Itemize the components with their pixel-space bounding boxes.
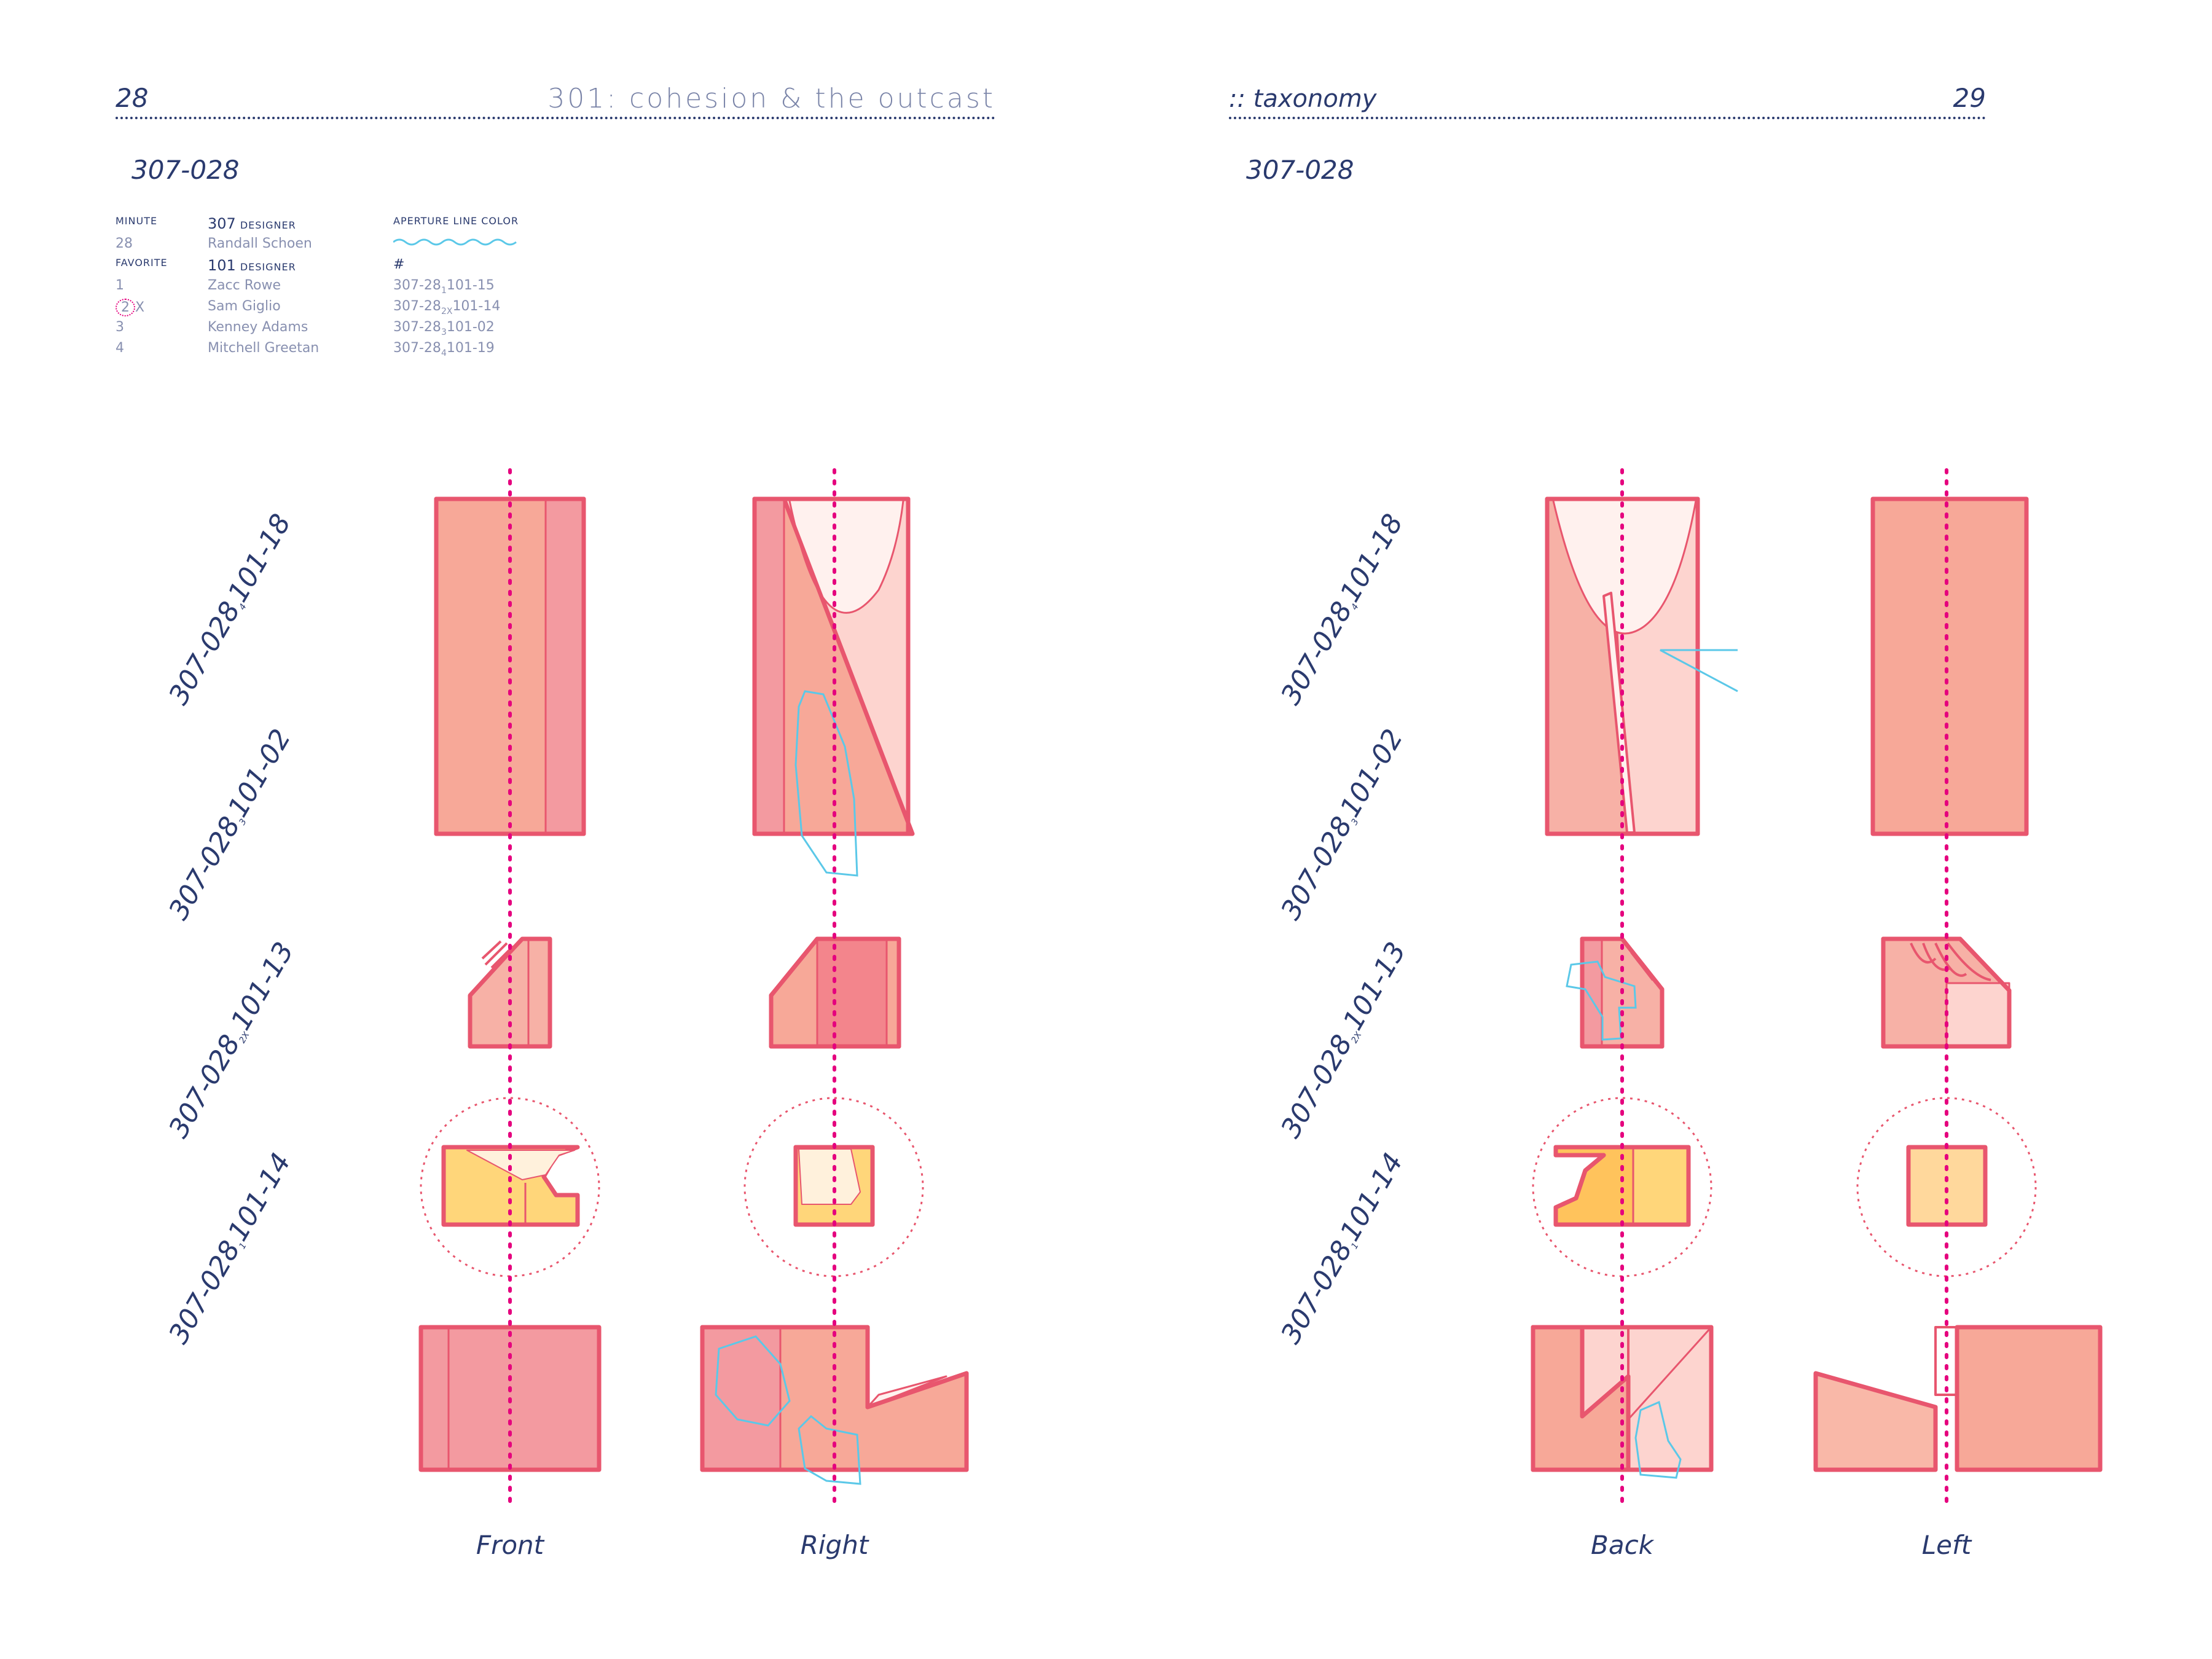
right-top-block [752, 496, 915, 836]
right-elevations [1531, 468, 2103, 1504]
minute-value: 28 [116, 236, 133, 251]
hash-label: # [393, 257, 405, 272]
section-title: :: taxonomy [1229, 85, 1377, 113]
aperture-swatch [393, 236, 522, 252]
designer-name: Zacc Rowe [208, 278, 281, 293]
row-number: 1 [116, 278, 124, 293]
favorite-mark: X [135, 300, 145, 315]
designer307-label: designer [240, 219, 296, 231]
pair-code: 307-281101-15 [393, 278, 495, 296]
row-number: 4 [116, 340, 124, 356]
pair-code: 307-282X101-14 [393, 299, 501, 316]
left-header: 28 301: cohesion & the outcast [116, 80, 995, 119]
view-label-front: Front [476, 1530, 544, 1560]
designer-name: Mitchell Greetan [208, 340, 320, 356]
left-bottom-block [1813, 1325, 2103, 1472]
designer-name: Sam Giglio [208, 299, 281, 314]
designer307-name: Randall Schoen [208, 236, 312, 251]
view-label-left: Left [1921, 1530, 1972, 1560]
right-page: :: taxonomy 29 307-028 307-0284101-18 30… [1106, 0, 2212, 1659]
aperture-label: aperture line color [393, 215, 519, 227]
pair-code: 307-283101-02 [393, 320, 495, 337]
view-label-right: Right [800, 1530, 869, 1560]
left-page: 28 301: cohesion & the outcast 307-028 m… [116, 80, 995, 1560]
row-number: 3 [116, 320, 124, 335]
designer-name: Kenney Adams [208, 320, 308, 335]
minute-label: minute [116, 215, 158, 227]
back-focus-block [1532, 1097, 1712, 1277]
pair-code: 307-284101-19 [393, 340, 495, 358]
aperture-lines [1566, 649, 1738, 1479]
designer307-num: 307 [208, 215, 236, 232]
page-code-title: 307-028 [131, 155, 240, 185]
designer101-num: 101 [208, 257, 236, 274]
aperture-lines [715, 690, 861, 1485]
page-code-title: 307-028 [1246, 155, 1354, 185]
front-focus-block [420, 1097, 600, 1277]
favorite-label: favorite [116, 257, 168, 269]
chapter-title: 301: cohesion & the outcast [547, 83, 995, 114]
view-label-back: Back [1591, 1530, 1653, 1560]
left-elevations [418, 468, 969, 1504]
left-top-block [1870, 496, 2029, 836]
page-number: 29 [1953, 83, 1986, 113]
page-number: 28 [116, 83, 149, 113]
right-header: :: taxonomy 29 [1229, 80, 1986, 119]
designer101-label: designer [240, 261, 296, 273]
back-top-block [1545, 496, 1700, 836]
